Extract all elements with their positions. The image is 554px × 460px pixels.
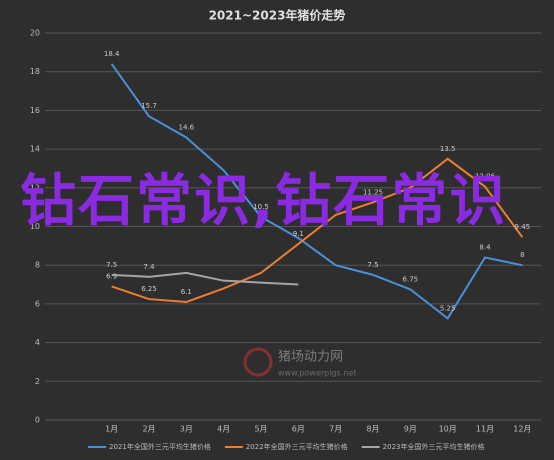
data-label: 9.45 [515, 223, 531, 231]
data-label: 7.4 [143, 263, 155, 271]
y-tick-label: 8 [35, 261, 40, 270]
x-tick-label: 6月 [292, 425, 305, 434]
y-tick-label: 20 [30, 29, 40, 38]
legend-item: 2023年全国外三元平均生猪价格 [361, 442, 485, 451]
x-tick-label: 12月 [513, 425, 531, 434]
x-tick-label: 3月 [180, 425, 193, 434]
x-tick-label: 8月 [366, 425, 379, 434]
data-label: 15.7 [141, 102, 157, 110]
logo: 猪场动力网 www.powerpigs.net [243, 347, 356, 378]
series-line [111, 271, 299, 286]
chart-title: 2021~2023年猪价走势 [209, 8, 346, 23]
logo-url: www.powerpigs.net [278, 369, 356, 378]
data-label: 10.5 [253, 203, 269, 211]
watermark-text: 钻石常识,钻石常识 [20, 169, 508, 234]
y-tick-label: 4 [35, 338, 40, 347]
data-label: 11.25 [363, 188, 383, 196]
y-tick-label: 0 [35, 416, 40, 425]
y-tick-label: 2 [35, 377, 40, 386]
x-tick-label: 10月 [439, 425, 457, 434]
data-label: 13.5 [440, 145, 456, 153]
data-label: 8 [520, 251, 524, 259]
logo-icon [243, 347, 273, 377]
data-label: 12.06 [475, 173, 496, 181]
data-label: 6.9 [106, 272, 117, 280]
logo-text: 猪场动力网 [278, 350, 343, 365]
data-label: 6.75 [403, 275, 419, 283]
watermark: 钻石常识,钻石常识 [20, 170, 510, 234]
x-tick-label: 2月 [142, 425, 155, 434]
x-tick-label: 11月 [476, 425, 494, 434]
data-label: 18.4 [104, 50, 120, 58]
legend-item: 2022年全国外三元平均生猪价格 [224, 442, 348, 451]
legend-label: 2022年全国外三元平均生猪价格 [246, 442, 348, 451]
x-tick-label: 4月 [217, 425, 230, 434]
x-tick-label: 1月 [105, 425, 118, 434]
data-label: 6.25 [141, 285, 157, 293]
data-label: 14.6 [179, 123, 195, 131]
data-label: 5.25 [440, 304, 456, 312]
x-tick-label: 7月 [329, 425, 342, 434]
series-line [110, 63, 523, 320]
legend-item: 2021年全国外三元平均生猪价格 [88, 442, 211, 451]
legend-label: 2021年全国外三元平均生猪价格 [109, 442, 211, 451]
x-tick-label: 5月 [254, 425, 267, 434]
y-tick-label: 16 [30, 106, 40, 115]
data-label: 7.5 [367, 261, 378, 269]
y-tick-label: 14 [30, 145, 40, 154]
legend-label: 2023年全国外三元平均生猪价格 [383, 442, 485, 451]
y-tick-label: 6 [35, 299, 40, 308]
series-line [111, 157, 524, 303]
data-label: 7.5 [106, 261, 117, 269]
data-label: 8.4 [479, 243, 491, 251]
data-label: 9.1 [293, 230, 304, 238]
y-tick-label: 12 [30, 183, 40, 192]
y-tick-label: 18 [30, 67, 40, 76]
x-tick-label: 9月 [404, 425, 417, 434]
y-tick-label: 10 [30, 222, 40, 231]
data-label: 6.1 [181, 288, 192, 296]
